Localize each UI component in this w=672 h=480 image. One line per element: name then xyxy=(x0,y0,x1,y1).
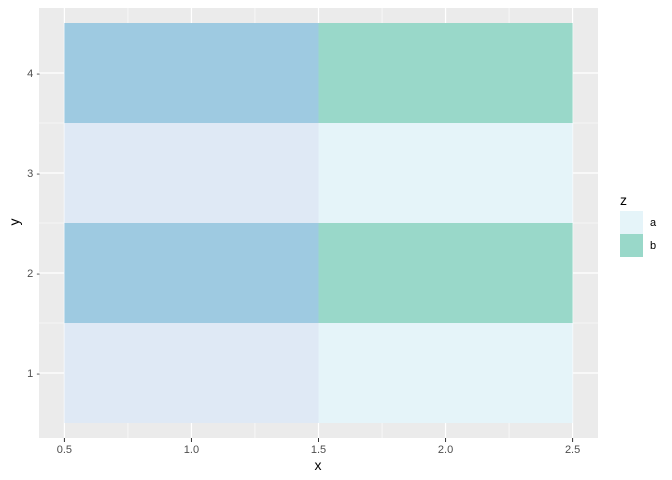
y-axis-title: y xyxy=(6,219,22,226)
tile xyxy=(64,223,319,323)
tile xyxy=(64,323,319,423)
tile-layer xyxy=(64,23,573,423)
x-tick-label: 2.0 xyxy=(438,444,453,456)
x-axis: 0.5 1.0 1.5 2.0 2.5 xyxy=(57,438,580,456)
tile xyxy=(64,23,319,123)
legend-title: z xyxy=(620,192,627,208)
x-tick-label: 1.0 xyxy=(184,444,199,456)
x-tick-label: 0.5 xyxy=(57,444,72,456)
tile xyxy=(64,123,319,223)
y-tick-label: 2 - xyxy=(27,268,40,280)
x-axis-title: x xyxy=(315,457,322,473)
y-tick-label: 4 - xyxy=(27,68,40,80)
tile xyxy=(318,23,573,123)
x-tick-label: 1.5 xyxy=(311,444,326,456)
tile xyxy=(318,223,573,323)
tile xyxy=(318,323,573,423)
tile xyxy=(318,123,573,223)
legend-key-b xyxy=(620,234,643,257)
y-tick-label: 1 - xyxy=(27,368,40,380)
legend: z ab xyxy=(620,192,657,257)
legend-key-a xyxy=(620,211,643,234)
x-tick-label: 2.5 xyxy=(565,444,580,456)
legend-label-a: a xyxy=(650,217,657,229)
y-axis: 1 - 2 - 3 - 4 - xyxy=(27,68,40,380)
legend-label-b: b xyxy=(650,240,656,252)
y-tick-label: 3 - xyxy=(27,168,40,180)
